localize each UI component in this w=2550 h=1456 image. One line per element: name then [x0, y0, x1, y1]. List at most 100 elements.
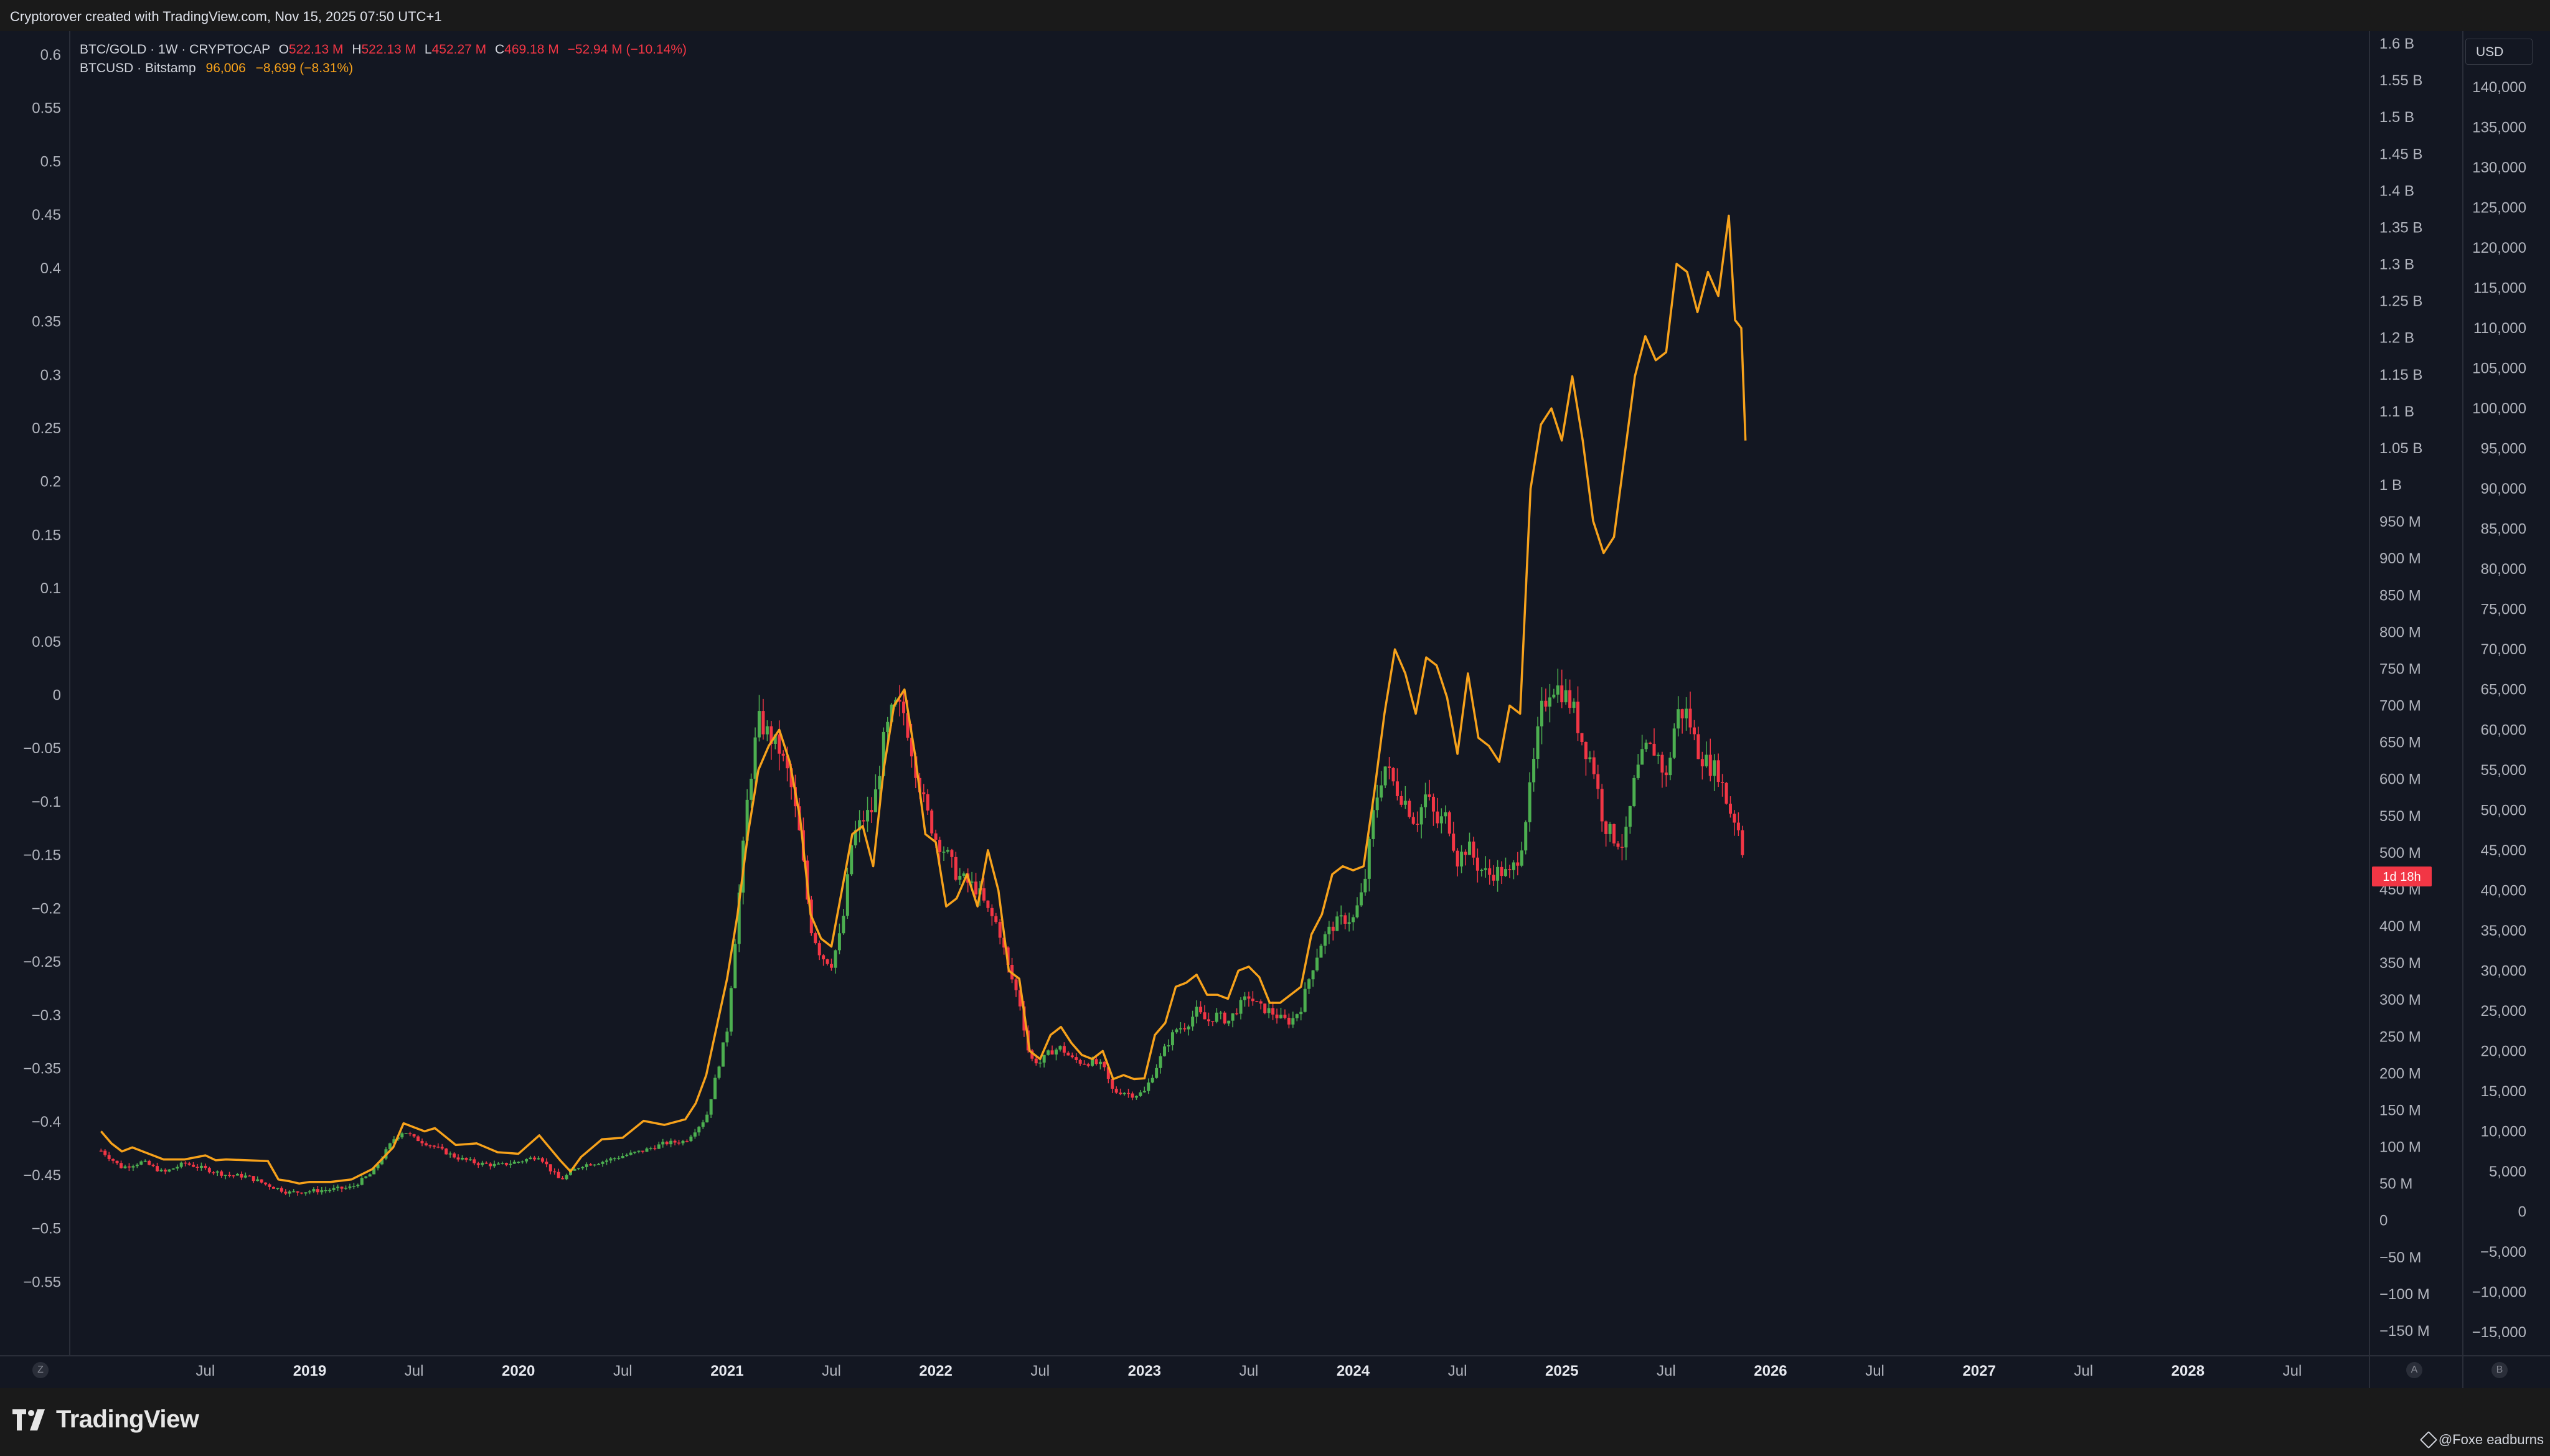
candle-body — [199, 1165, 203, 1168]
candle-body — [380, 1158, 384, 1165]
candle-body — [1062, 1046, 1066, 1053]
right-axis-tick-label: 0 — [2518, 1203, 2526, 1220]
tradingview-logo[interactable]: TradingView — [12, 1406, 199, 1434]
candle-body — [481, 1162, 484, 1165]
candle-body — [436, 1147, 440, 1148]
candle-body — [962, 873, 966, 876]
candle-body — [1119, 1092, 1122, 1094]
candle-body — [1134, 1096, 1138, 1098]
candle-body — [994, 916, 998, 923]
legend-secondary-name: BTCUSD · Bitstamp — [80, 61, 196, 75]
candle-body — [725, 1031, 729, 1043]
legend-secondary[interactable]: BTCUSD · Bitstamp 96,006 −8,699 (−8.31%) — [80, 61, 353, 76]
mid-axis-tick-label: 150 M — [2379, 1102, 2421, 1119]
countdown-label: 1d 18h — [2383, 870, 2421, 884]
candle-body — [288, 1191, 291, 1194]
candle-body — [786, 755, 789, 769]
candle-body — [1219, 1012, 1223, 1014]
candle-body — [223, 1175, 227, 1177]
candle-body — [1660, 754, 1664, 773]
candle-body — [789, 768, 793, 787]
candle-body — [489, 1163, 492, 1167]
candle-body — [1215, 1012, 1218, 1022]
candle-body — [1295, 1014, 1299, 1018]
left-scale-corner-button[interactable]: Z — [32, 1362, 49, 1378]
candle-body — [709, 1099, 713, 1115]
candle-body — [561, 1178, 565, 1180]
right-axis-tick-label: 100,000 — [2472, 400, 2526, 417]
right-scale-corner-button[interactable]: B — [2491, 1362, 2508, 1378]
mid-axis-tick-label: −150 M — [2379, 1323, 2430, 1340]
candle-body — [910, 738, 913, 757]
candle-body — [1460, 852, 1464, 867]
candle-body — [243, 1175, 247, 1178]
candle-body — [111, 1158, 115, 1161]
candle-body — [1323, 934, 1327, 946]
candle-body — [557, 1172, 560, 1178]
candle-body — [745, 799, 749, 841]
price-chart[interactable]: 0.6 0.55 0.5 0.45 0.4 0.35 0.3 0.25 0.2 0.15 0.1 0.… — [0, 31, 2550, 1388]
candle-body — [1552, 694, 1556, 698]
candle-body — [1692, 727, 1696, 735]
candle-body — [284, 1191, 288, 1194]
candle-body — [1131, 1093, 1134, 1098]
left-axis-tick-label: −0.55 — [23, 1274, 61, 1290]
right-axis-tick-label: 70,000 — [2481, 641, 2526, 658]
candle-body — [906, 713, 910, 738]
candle-body — [878, 776, 882, 790]
candle-body — [496, 1163, 500, 1165]
candle-body — [440, 1147, 444, 1149]
candle-body — [934, 833, 938, 840]
legend-primary[interactable]: BTC/GOLD · 1W · CRYPTOCAP O522.13 M H522… — [80, 42, 687, 57]
chart-area[interactable]: 0.6 0.55 0.5 0.45 0.4 0.35 0.3 0.25 0.2 0.15 0.1 0.… — [0, 31, 2550, 1388]
candle-body — [1170, 1032, 1174, 1046]
left-corner-label: Z — [37, 1364, 44, 1375]
header-bar: Cryptorover created with TradingView.com… — [0, 0, 2550, 32]
mid-axis-tick-label: 400 M — [2379, 918, 2421, 935]
currency-selector[interactable]: USD — [2465, 39, 2533, 65]
candle-body — [858, 820, 862, 830]
candle-body — [1520, 850, 1523, 866]
candle-body — [1359, 892, 1363, 906]
candle-body — [685, 1140, 689, 1142]
candle-body — [990, 908, 994, 916]
candle-body — [167, 1169, 171, 1172]
candle-body — [930, 810, 934, 834]
candle-body — [1512, 862, 1515, 870]
candle-body — [364, 1176, 368, 1178]
candle-body — [248, 1175, 252, 1177]
candle-body — [886, 721, 890, 732]
candle-body — [376, 1164, 380, 1168]
mid-axis-tick-label: 850 M — [2379, 587, 2421, 604]
candle-body — [1195, 1007, 1198, 1017]
candle-body — [1106, 1067, 1110, 1079]
candle-body — [954, 857, 957, 880]
mid-scale-corner-button[interactable]: A — [2406, 1362, 2422, 1378]
right-axis-tick-label: −10,000 — [2472, 1284, 2526, 1300]
candle-body — [1696, 734, 1700, 759]
candle-body — [268, 1184, 271, 1187]
candle-body — [1075, 1057, 1078, 1060]
left-axis-tick-label: 0.45 — [32, 207, 61, 223]
candle-body — [1383, 766, 1387, 786]
time-axis-tick-label: Jul — [405, 1363, 424, 1379]
candle-body — [1424, 794, 1428, 807]
legend-open-label: O — [278, 42, 289, 57]
candle-body — [1500, 867, 1503, 876]
candle-body — [1327, 926, 1331, 934]
candle-body — [553, 1171, 557, 1173]
candle-body — [316, 1189, 319, 1193]
candle-body — [1492, 875, 1495, 881]
candle-body — [324, 1190, 327, 1191]
left-axis-tick-label: −0.3 — [32, 1007, 61, 1024]
candle-body — [400, 1133, 404, 1138]
candle-body — [613, 1158, 616, 1160]
candle-body — [159, 1170, 163, 1172]
candle-body — [1736, 822, 1740, 830]
legend-low-value: 452.27 M — [431, 42, 487, 57]
candle-body — [1467, 841, 1471, 855]
candle-body — [1147, 1083, 1150, 1091]
candle-body — [1439, 816, 1443, 824]
candle-body — [1259, 1001, 1263, 1004]
right-axis-tick-label: 35,000 — [2481, 923, 2526, 939]
